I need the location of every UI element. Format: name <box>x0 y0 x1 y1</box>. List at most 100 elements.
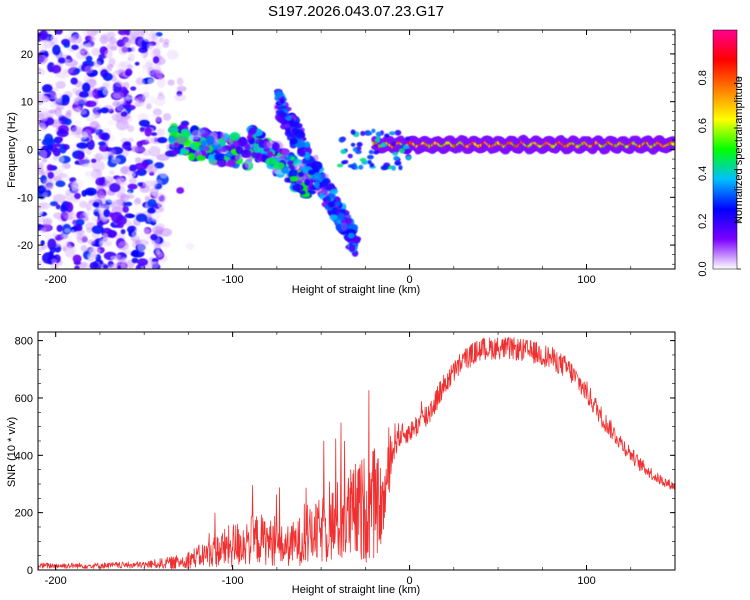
spectrogram-blob <box>101 237 113 246</box>
snr-x-tick-label: -100 <box>222 575 244 587</box>
spectrogram-blob <box>130 86 137 91</box>
spectrogram-blob <box>121 119 128 125</box>
spectrogram-blob <box>347 164 355 168</box>
spectrogram-y-tick-label: 0 <box>27 145 33 157</box>
spectrogram-blob <box>65 189 72 196</box>
spectrogram-blob <box>159 37 164 43</box>
spectrogram-blob <box>131 230 144 239</box>
spectrogram-blob <box>84 100 97 108</box>
spectrogram-blob <box>166 49 179 60</box>
spectrogram-blob <box>384 133 390 138</box>
spectrogram-blob <box>58 164 66 173</box>
spectrogram-blob <box>143 84 150 92</box>
spectrogram-blob <box>299 190 306 195</box>
spectrogram-blob <box>152 108 162 116</box>
spectrogram-x-label: Height of straight line (km) <box>292 284 420 296</box>
spectrogram-blob <box>176 85 187 92</box>
spectrogram-blob <box>151 213 158 219</box>
spectrogram-blob <box>290 156 295 161</box>
spectrogram-blob <box>146 42 154 51</box>
spectrogram-blob <box>44 133 54 145</box>
spectrogram-blob <box>201 139 208 146</box>
spectrogram-blob <box>274 90 283 99</box>
spectrogram-blob <box>91 225 104 234</box>
spectrogram-blob <box>374 143 379 148</box>
spectrogram-blob <box>106 44 116 50</box>
spectrogram-blob <box>70 107 81 117</box>
spectrogram-blob <box>72 254 82 264</box>
spectrogram-blob <box>38 202 47 209</box>
spectrogram-blob <box>64 201 74 213</box>
spectrogram-blob <box>404 136 411 141</box>
spectrogram-blob <box>167 79 175 86</box>
spectrogram-blob <box>111 113 124 122</box>
spectrogram-blob <box>168 36 176 45</box>
spectrogram-blob <box>134 157 142 163</box>
colorbar-tick-label: 0.8 <box>697 70 709 85</box>
spectrogram-blob <box>91 158 97 163</box>
spectrogram-blob <box>109 182 121 193</box>
snr-y-tick-label: 400 <box>15 450 33 462</box>
spectrogram-blob <box>70 65 77 71</box>
spectrogram-blob <box>38 67 42 73</box>
spectrogram-blob <box>131 257 139 264</box>
spectrogram-blob <box>114 81 124 88</box>
spectrogram-blob <box>204 146 210 152</box>
spectrogram-blob <box>119 240 128 247</box>
spectrogram-blob <box>91 47 100 57</box>
spectrogram-blob <box>178 157 186 167</box>
spectrogram-blob <box>289 121 300 128</box>
snr-y-tick-label: 800 <box>15 336 33 348</box>
spectrogram-blob <box>314 187 326 195</box>
spectrogram-blob <box>148 136 156 143</box>
colorbar-ramp <box>712 29 738 270</box>
snr-y-tick-label: 600 <box>15 393 33 405</box>
spectrogram-blob <box>111 91 124 99</box>
spectrogram-blob <box>403 148 411 155</box>
spectrogram-blob <box>150 260 160 269</box>
spectrogram-blob <box>147 207 156 214</box>
spectrogram-blob <box>382 164 389 171</box>
spectrogram-blob <box>136 168 147 176</box>
snr-x-tick-label: -200 <box>45 575 67 587</box>
spectrogram-blob <box>347 223 359 231</box>
spectrogram-blob <box>133 251 139 257</box>
spectrogram-blob <box>138 119 150 127</box>
spectrogram-blob <box>394 160 402 166</box>
spectrogram-blob <box>108 212 115 218</box>
snr-x-tick-label: 100 <box>577 575 595 587</box>
spectrogram-blob <box>38 161 45 169</box>
spectrogram-blob <box>87 72 96 77</box>
colorbar-label: Normalized spectral amplitude <box>733 76 745 224</box>
spectrogram-blob <box>229 134 240 142</box>
spectrogram-blob <box>322 178 329 187</box>
spectrogram-blob <box>393 155 400 161</box>
spectrogram-blob <box>137 51 145 58</box>
spectrogram-blob <box>74 68 80 74</box>
spectrogram-blob <box>126 171 136 179</box>
spectrogram-blob <box>135 79 146 86</box>
spectrogram-blob <box>92 201 100 208</box>
spectrogram-blob <box>139 127 145 132</box>
spectrogram-blob <box>180 147 188 155</box>
spectrogram-blob <box>82 211 91 217</box>
spectrogram-blob <box>242 149 249 155</box>
spectrogram-blob <box>369 162 375 168</box>
spectrogram-x-tick-label: -200 <box>45 274 67 286</box>
spectrogram-blob <box>96 184 104 193</box>
spectrogram-blob <box>74 265 80 269</box>
spectrogram-blob <box>61 211 70 218</box>
spectrogram-blob <box>74 192 81 200</box>
spectrogram-blob <box>311 172 322 181</box>
spectrogram-blob <box>311 161 323 171</box>
spectrogram-blob <box>60 233 69 240</box>
spectrogram-blob <box>55 120 62 124</box>
spectrogram-blob <box>298 150 306 157</box>
spectrogram-blob <box>147 164 158 174</box>
snr-x-ticks: -200 -100 0 100 <box>45 332 676 587</box>
spectrogram-blob <box>405 155 412 161</box>
spectrogram-blob <box>329 214 338 221</box>
spectrogram-blob <box>70 33 82 44</box>
spectrogram-blob <box>111 199 124 212</box>
